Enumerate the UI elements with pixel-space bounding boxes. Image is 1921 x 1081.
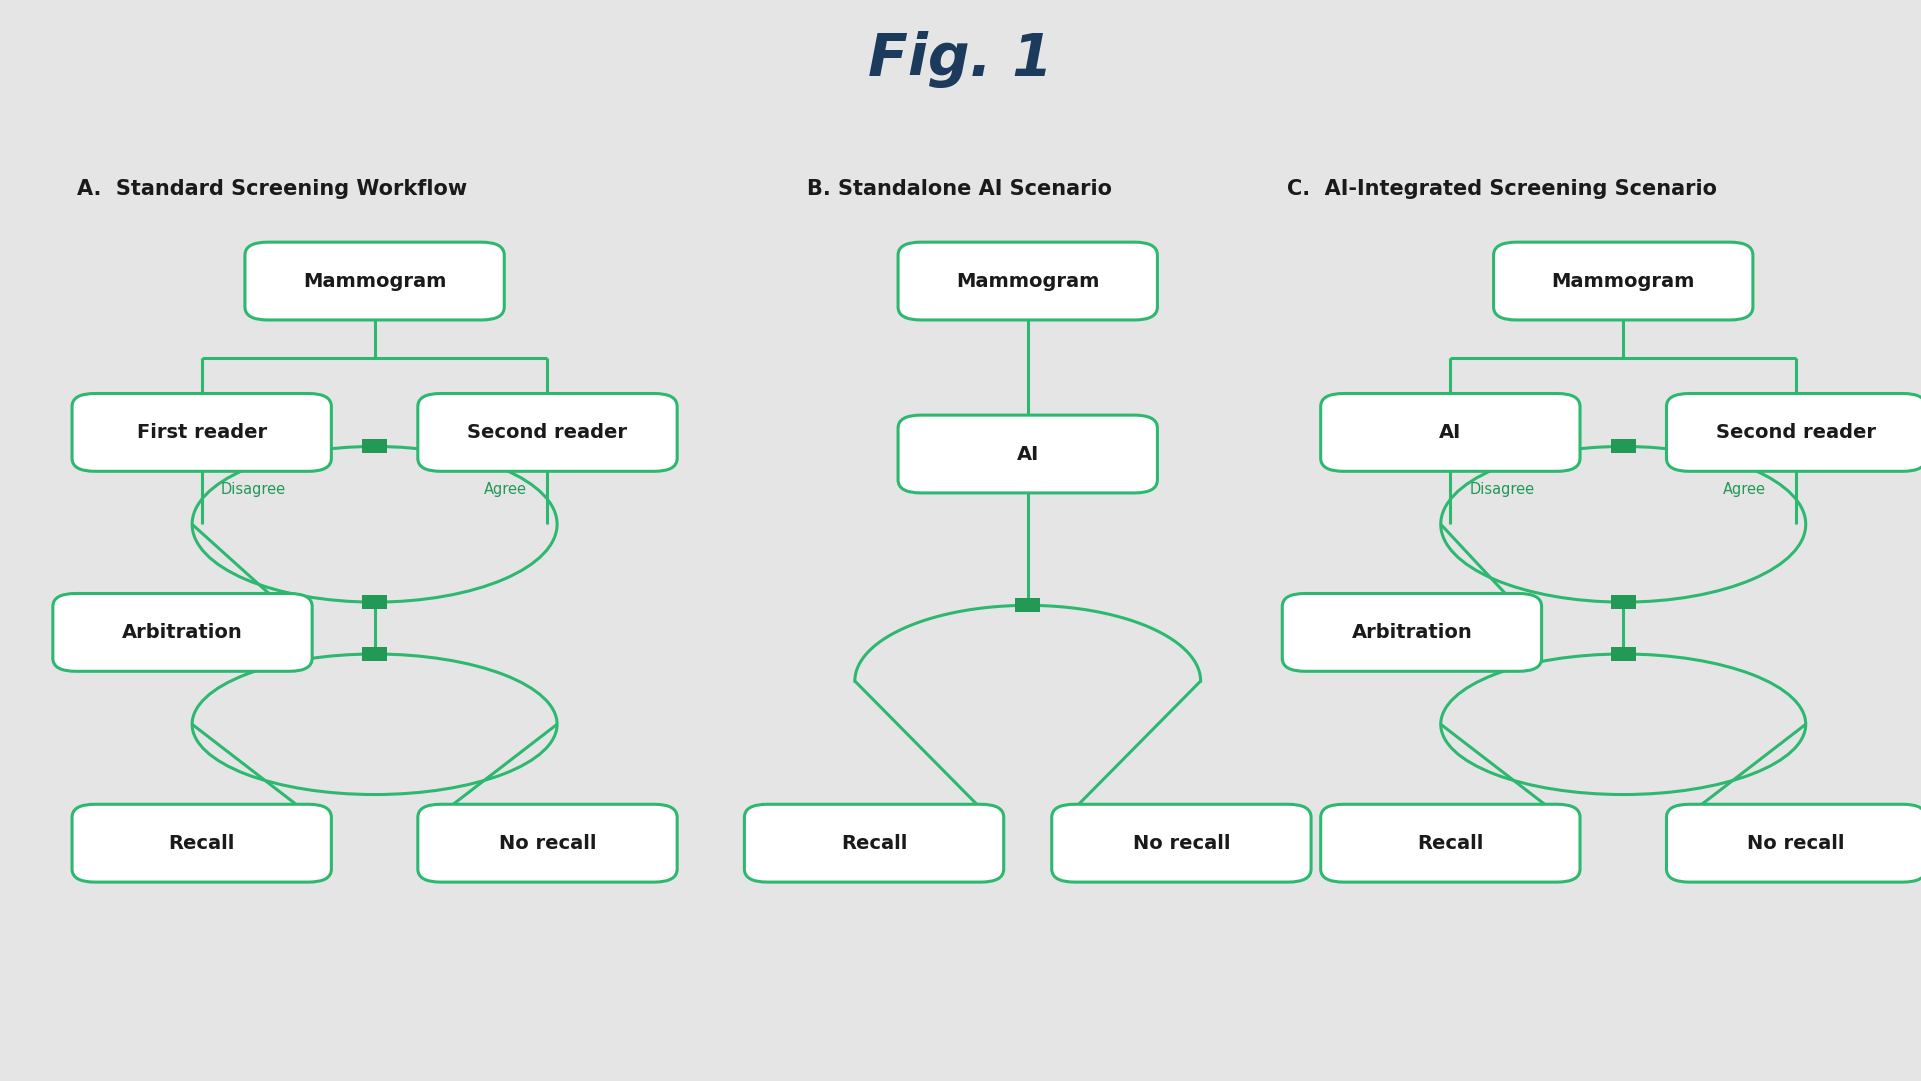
Text: Recall: Recall xyxy=(1418,833,1483,853)
Text: First reader: First reader xyxy=(136,423,267,442)
FancyBboxPatch shape xyxy=(1495,242,1752,320)
Text: Mammogram: Mammogram xyxy=(957,271,1099,291)
FancyBboxPatch shape xyxy=(1667,393,1921,471)
Text: Recall: Recall xyxy=(841,833,907,853)
Text: Second reader: Second reader xyxy=(467,423,628,442)
FancyBboxPatch shape xyxy=(246,242,503,320)
FancyBboxPatch shape xyxy=(52,593,311,671)
FancyBboxPatch shape xyxy=(897,415,1156,493)
Text: Arbitration: Arbitration xyxy=(123,623,242,642)
FancyBboxPatch shape xyxy=(71,804,330,882)
Text: B. Standalone AI Scenario: B. Standalone AI Scenario xyxy=(807,179,1112,199)
Text: Disagree: Disagree xyxy=(1470,482,1535,497)
FancyBboxPatch shape xyxy=(1610,439,1637,454)
FancyBboxPatch shape xyxy=(1322,804,1579,882)
FancyBboxPatch shape xyxy=(1610,646,1637,660)
Text: C.  AI-Integrated Screening Scenario: C. AI-Integrated Screening Scenario xyxy=(1287,179,1717,199)
FancyBboxPatch shape xyxy=(1283,593,1541,671)
Text: No recall: No recall xyxy=(499,833,596,853)
Text: AI: AI xyxy=(1016,444,1039,464)
FancyBboxPatch shape xyxy=(417,393,676,471)
Text: Disagree: Disagree xyxy=(221,482,286,497)
FancyBboxPatch shape xyxy=(361,439,388,454)
Text: Second reader: Second reader xyxy=(1715,423,1877,442)
FancyBboxPatch shape xyxy=(417,804,676,882)
Text: No recall: No recall xyxy=(1748,833,1844,853)
Text: Agree: Agree xyxy=(1723,482,1765,497)
FancyBboxPatch shape xyxy=(897,242,1156,320)
FancyBboxPatch shape xyxy=(745,804,1003,882)
FancyBboxPatch shape xyxy=(1610,595,1637,610)
FancyBboxPatch shape xyxy=(1322,393,1579,471)
Text: Mammogram: Mammogram xyxy=(304,271,446,291)
Text: A.  Standard Screening Workflow: A. Standard Screening Workflow xyxy=(77,179,467,199)
FancyBboxPatch shape xyxy=(1053,804,1310,882)
FancyBboxPatch shape xyxy=(1016,599,1041,612)
Text: Recall: Recall xyxy=(169,833,234,853)
Text: No recall: No recall xyxy=(1133,833,1229,853)
FancyBboxPatch shape xyxy=(71,393,330,471)
Text: Fig. 1: Fig. 1 xyxy=(868,31,1053,88)
FancyBboxPatch shape xyxy=(361,646,388,660)
Text: Mammogram: Mammogram xyxy=(1552,271,1694,291)
Text: AI: AI xyxy=(1439,423,1462,442)
FancyBboxPatch shape xyxy=(361,595,388,610)
Text: Agree: Agree xyxy=(484,482,526,497)
Text: Arbitration: Arbitration xyxy=(1352,623,1471,642)
FancyBboxPatch shape xyxy=(1667,804,1921,882)
